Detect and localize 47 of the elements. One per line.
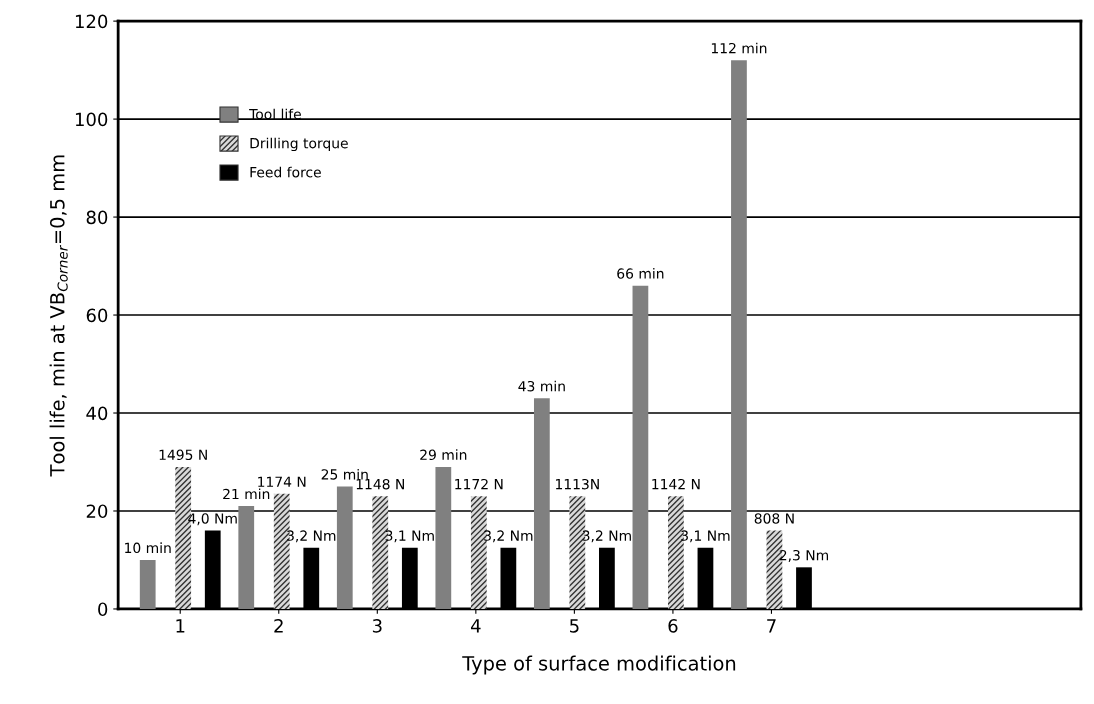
data-label: 10 min (125, 542, 171, 554)
annotation: 3,1 Nm (681, 530, 730, 543)
annotation: 3,1 Nm (385, 530, 434, 543)
bar (336, 486, 353, 609)
bar (435, 466, 452, 609)
annotation: 3,2 Nm (287, 530, 336, 543)
x-axis-title: Type of surface modification (462, 655, 736, 675)
y-tick-label: 20 (86, 504, 108, 519)
data-label: 43 min (518, 380, 565, 392)
annotation: 3,2 Nm (484, 530, 533, 543)
legend-label: Feed force (250, 166, 321, 178)
annotation: 4,0 Nm (188, 513, 237, 526)
annotation: 3,2 Nm (582, 530, 631, 543)
x-tick-label: 4 (470, 619, 481, 633)
y-tick-label: 40 (86, 406, 108, 421)
bar (533, 398, 550, 609)
x-tick-label: 3 (372, 619, 382, 633)
annotation: 1172 N (455, 478, 503, 490)
x-tick-label: 1 (176, 619, 185, 633)
bar (632, 285, 649, 609)
data-label: 29 min (420, 449, 467, 461)
y-tick-label: 0 (98, 602, 108, 617)
legend-label: Drilling torque (250, 137, 348, 152)
x-tick-label: 7 (767, 619, 776, 633)
x-tick-label: 2 (274, 619, 283, 633)
y-axis-title: Tool life, min at VB$_{Corner}$=0,5 mm (49, 155, 68, 477)
bar (139, 559, 156, 609)
legend-label: Tool life (249, 108, 301, 120)
bar (238, 506, 255, 609)
annotation: 2,3 Nm (779, 549, 829, 562)
annotation: 808 N (754, 513, 794, 524)
annotation: 1142 N (652, 478, 700, 490)
data-label: 25 min (321, 468, 368, 480)
data-label: 66 min (617, 268, 664, 279)
annotation: 1148 N (356, 478, 404, 490)
annotation: 1113N (556, 478, 599, 490)
y-tick-label: 60 (86, 308, 108, 323)
data-label: 21 min (223, 488, 270, 500)
y-tick-label: 100 (75, 112, 108, 127)
x-tick-label: 5 (570, 619, 579, 633)
annotation: 1495 N (159, 449, 207, 461)
x-tick-label: 6 (668, 619, 678, 633)
bar (731, 60, 747, 609)
data-label: 112 min (711, 42, 767, 54)
annotation: 1174 N (258, 476, 306, 487)
y-tick-label: 120 (75, 14, 108, 29)
y-tick-label: 80 (86, 210, 108, 225)
